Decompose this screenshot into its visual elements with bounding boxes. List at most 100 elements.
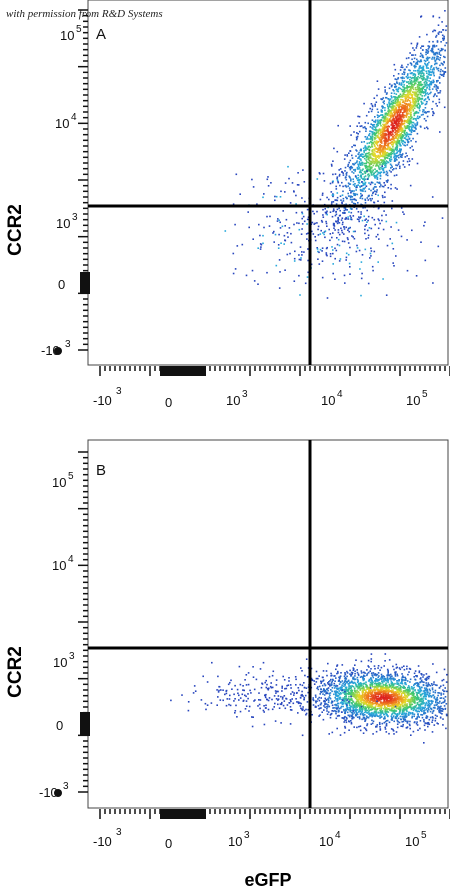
event-dot: [335, 704, 337, 707]
event-dot: [386, 129, 389, 132]
event-dot: [403, 71, 406, 74]
event-dot: [388, 120, 391, 122]
event-dot: [364, 219, 366, 221]
event-dot: [385, 173, 388, 176]
event-dot: [344, 209, 347, 211]
event-dot: [398, 156, 400, 159]
event-dot: [419, 690, 422, 693]
event-dot: [390, 715, 393, 718]
event-dot: [344, 688, 347, 691]
event-dot: [405, 138, 407, 141]
event-dot: [350, 134, 352, 136]
event-dot: [409, 76, 411, 79]
event-dot: [364, 145, 367, 147]
event-dot: [337, 238, 340, 241]
event-dot: [350, 720, 352, 722]
event-dot: [359, 149, 362, 152]
event-dot: [423, 69, 425, 72]
event-dot: [405, 102, 408, 105]
event-dot: [395, 115, 397, 117]
event-dot: [290, 693, 292, 695]
event-dot: [386, 92, 388, 94]
event-dot: [426, 715, 429, 718]
event-dot: [401, 134, 404, 136]
event-dot: [380, 109, 383, 111]
event-dot: [278, 287, 281, 289]
event-dot: [394, 696, 396, 699]
event-dot: [429, 68, 432, 70]
event-dot: [414, 87, 417, 89]
event-dot: [415, 78, 418, 81]
event-dot: [370, 693, 372, 695]
event-dot: [370, 161, 373, 163]
event-dot: [388, 99, 391, 101]
event-dot: [374, 153, 376, 155]
event-dot: [412, 88, 415, 91]
event-dot: [356, 726, 358, 729]
event-dot: [359, 158, 361, 160]
event-dot: [426, 111, 429, 113]
event-dot: [352, 180, 355, 183]
event-dot: [387, 105, 389, 108]
event-dot: [423, 712, 426, 715]
event-dot: [396, 134, 399, 137]
event-dot: [331, 690, 333, 693]
event-dot: [424, 62, 426, 65]
event-dot: [354, 672, 356, 675]
event-dot: [325, 692, 327, 695]
event-dot: [328, 705, 331, 708]
event-dot: [348, 702, 351, 705]
event-dot: [320, 702, 323, 704]
event-dot: [396, 713, 398, 715]
event-dot: [333, 693, 335, 696]
event-dot: [375, 141, 378, 144]
event-dot: [398, 106, 400, 109]
event-dot: [415, 101, 418, 103]
event-dot: [383, 665, 385, 667]
event-dot: [382, 169, 385, 172]
event-dot: [401, 116, 403, 118]
event-dot: [343, 683, 346, 686]
event-dot: [408, 107, 411, 110]
event-dot: [369, 107, 371, 110]
event-dot: [414, 76, 416, 78]
event-dot: [284, 182, 287, 184]
event-dot: [404, 107, 407, 110]
event-dot: [401, 122, 403, 125]
event-dot: [389, 103, 391, 106]
event-dot: [370, 697, 373, 700]
event-dot: [336, 222, 339, 225]
event-dot: [419, 93, 422, 96]
event-dot: [400, 725, 402, 727]
event-dot: [343, 675, 346, 678]
event-dot: [342, 172, 344, 174]
event-dot: [384, 148, 387, 150]
event-dot: [412, 699, 414, 701]
event-dot: [368, 142, 371, 144]
event-dot: [420, 713, 422, 716]
event-dot: [339, 258, 342, 260]
event-dot: [338, 169, 340, 171]
event-dot: [368, 227, 371, 229]
event-dot: [346, 708, 349, 711]
event-dot: [305, 712, 308, 715]
event-dot: [304, 282, 307, 285]
event-dot: [224, 230, 227, 232]
event-dot: [436, 722, 438, 724]
event-dot: [402, 698, 404, 700]
event-dot: [409, 706, 412, 709]
event-dot: [353, 237, 356, 240]
event-dot: [380, 677, 382, 679]
event-dot: [418, 671, 421, 674]
event-dot: [428, 695, 430, 697]
event-dot: [342, 197, 345, 200]
event-dot: [350, 178, 352, 181]
event-dot: [344, 218, 346, 220]
event-dot: [364, 172, 366, 175]
event-dot: [383, 153, 386, 156]
event-dot: [370, 137, 372, 140]
event-dot: [425, 682, 427, 684]
event-dot: [403, 213, 405, 215]
event-dot: [397, 131, 400, 133]
event-dot: [384, 113, 387, 115]
